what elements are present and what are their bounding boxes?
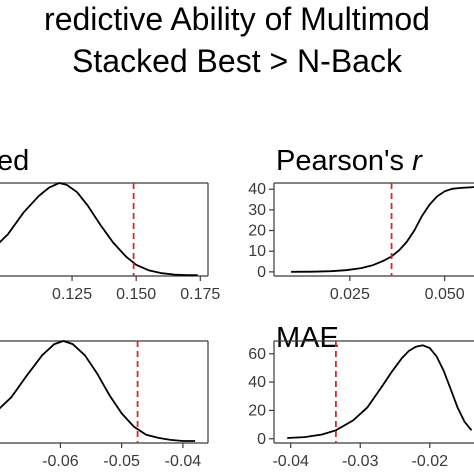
y-tick-label: 20 [248, 223, 266, 240]
x-tick-label: -0.03 [342, 453, 379, 470]
x-tick-label: -0.04 [272, 453, 309, 470]
panel-title: ed [0, 145, 29, 177]
x-tick-label: -0.02 [412, 453, 449, 470]
y-tick-label: 40 [248, 374, 266, 391]
x-tick-label: 0.175 [180, 286, 220, 303]
y-tick-label: 40 [248, 181, 266, 198]
panel-top-left: ed 0.125 0.150 0.175 [0, 145, 220, 303]
y-tick-label: 10 [248, 243, 266, 260]
y-tick-label: 0 [257, 264, 266, 281]
figure-title-line-2: Stacked Best > N-Back [72, 43, 403, 79]
y-tick-label: 0 [257, 431, 266, 448]
panel-bottom-left: -0.06 -0.05 -0.04 [0, 340, 209, 470]
panel-frame [273, 340, 474, 444]
panel-title: MAE [276, 322, 339, 354]
x-tick-label: 0.025 [330, 286, 370, 303]
x-tick-label: -0.04 [165, 453, 202, 470]
panel-frame [0, 182, 209, 277]
panel-pearsons-r: Pearson's r 0.025 0.050 0 10 20 30 40 [248, 145, 474, 303]
x-tick-label: -0.05 [103, 453, 140, 470]
density-curve [287, 344, 473, 439]
x-tick-label: -0.06 [42, 453, 79, 470]
panel-mae: MAE -0.04 -0.03 -0.02 0 20 40 60 [248, 322, 474, 470]
y-tick-label: 30 [248, 202, 266, 219]
panel-frame [273, 182, 474, 277]
y-tick-label: 20 [248, 402, 266, 419]
panel-frame [0, 340, 209, 444]
x-tick-label: 0.050 [425, 286, 465, 303]
x-tick-label: 0.125 [52, 286, 92, 303]
y-tick-label: 60 [248, 346, 266, 363]
figure-title-line-1: redictive Ability of Multimod [44, 1, 430, 37]
density-curve [0, 182, 198, 277]
x-tick-label: 0.150 [116, 286, 156, 303]
panel-title: Pearson's r [276, 145, 423, 177]
density-curve [0, 340, 196, 442]
density-curve [291, 186, 474, 273]
